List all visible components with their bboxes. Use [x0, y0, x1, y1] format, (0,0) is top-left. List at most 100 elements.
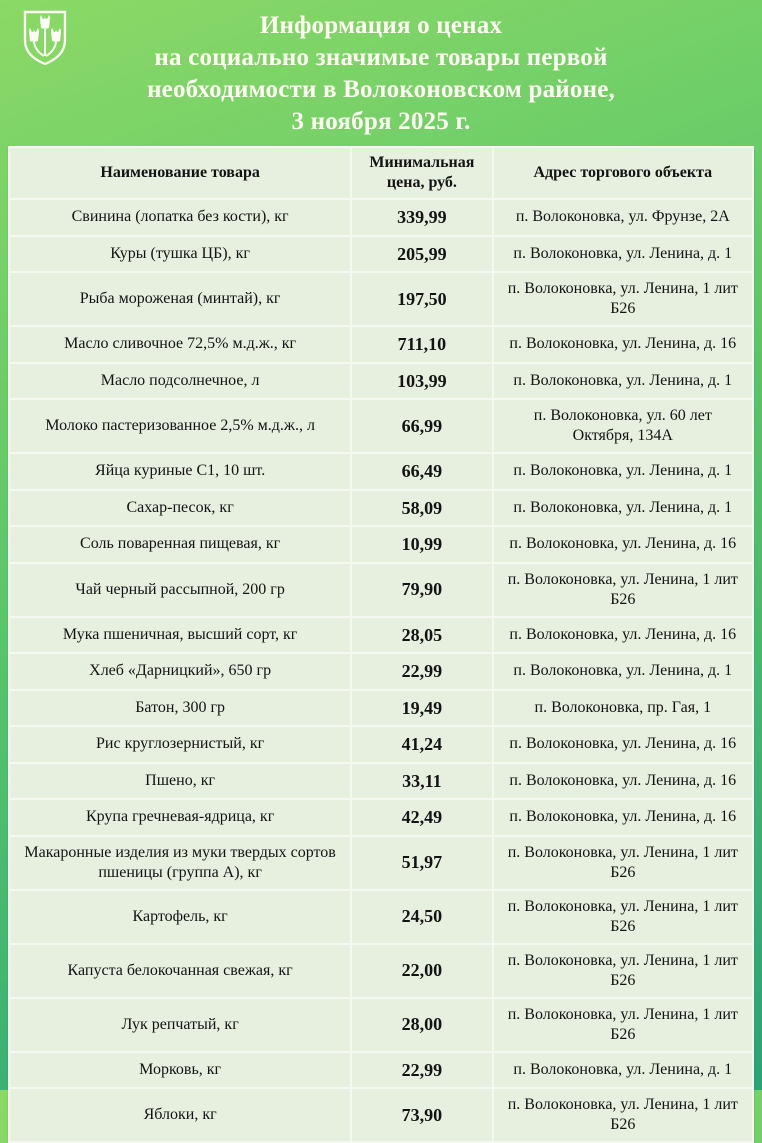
price-cell: 10,99	[350, 525, 494, 564]
address-cell: п. Волоконовка, ул. Ленина, 1 лит Б26	[491, 834, 755, 891]
price-cell: 58,09	[350, 488, 494, 527]
price-cell: 28,05	[350, 615, 494, 654]
page-title: Информация о ценах на социально значимые…	[70, 10, 692, 138]
masthead: Информация о ценах на социально значимые…	[0, 0, 762, 144]
price-cell: 79,90	[350, 561, 494, 618]
product-name-cell: Масло сливочное 72,5% м.д.ж., кг	[7, 325, 353, 364]
table-row: Соль поваренная пищевая, кг 10,99 п. Вол…	[7, 525, 755, 564]
address-cell: п. Волоконовка, ул. Ленина, д. 1	[491, 652, 755, 691]
product-name-cell: Сахар-песок, кг	[7, 488, 353, 527]
price-cell: 73,90	[350, 1087, 494, 1143]
table-row: Пшено, кг 33,11 п. Волоконовка, ул. Лени…	[7, 761, 755, 800]
price-table: Наименование товара Минимальная цена, ру…	[7, 146, 755, 1143]
table-row: Крупа гречневая-ядрица, кг 42,49 п. Воло…	[7, 798, 755, 837]
product-name-cell: Картофель, кг	[7, 888, 353, 945]
price-cell: 33,11	[350, 761, 494, 800]
product-name-cell: Батон, 300 гр	[7, 688, 353, 727]
product-name-cell: Рис круглозернистый, кг	[7, 725, 353, 764]
address-cell: п. Волоконовка, ул. Ленина, д. 16	[491, 798, 755, 837]
address-cell: п. Волоконовка, ул. Ленина, д. 16	[491, 325, 755, 364]
address-cell: п. Волоконовка, ул. Ленина, д. 16	[491, 525, 755, 564]
price-table-body: Свинина (лопатка без кости), кг 339,99 п…	[7, 198, 755, 1143]
table-row: Чай черный рассыпной, 200 гр 79,90 п. Во…	[7, 561, 755, 618]
page-title-line-2: на социально значимые товары первой	[154, 44, 608, 71]
price-cell: 24,50	[350, 888, 494, 945]
price-cell: 51,97	[350, 834, 494, 891]
price-cell: 22,99	[350, 652, 494, 691]
table-row: Куры (тушка ЦБ), кг 205,99 п. Волоконовк…	[7, 234, 755, 273]
address-cell: п. Волоконовка, ул. Ленина, 1 лит Б26	[491, 271, 755, 327]
address-cell: п. Волоконовка, ул. Ленина, 1 лит Б26	[491, 561, 755, 618]
product-name-cell: Яйца куриные С1, 10 шт.	[7, 452, 353, 491]
price-cell: 28,00	[350, 996, 494, 1053]
product-name-cell: Хлеб «Дарницкий», 650 гр	[7, 652, 353, 691]
address-cell: п. Волоконовка, ул. Ленина, д. 16	[491, 615, 755, 654]
three-tulips-shield-icon	[23, 10, 67, 66]
table-header-row: Наименование товара Минимальная цена, ру…	[7, 146, 755, 200]
price-cell: 339,99	[350, 198, 494, 237]
product-name-cell: Соль поваренная пищевая, кг	[7, 525, 353, 564]
address-cell: п. Волоконовка, ул. Ленина, д. 1	[491, 1050, 755, 1089]
address-cell: п. Волоконовка, ул. Ленина, д. 1	[491, 488, 755, 527]
price-table-head: Наименование товара Минимальная цена, ру…	[7, 146, 755, 200]
coat-of-arms-logo	[22, 9, 68, 69]
column-header-product: Наименование товара	[7, 146, 353, 200]
price-cell: 22,00	[350, 942, 494, 999]
product-name-cell: Масло подсолнечное, л	[7, 361, 353, 400]
address-cell: п. Волоконовка, ул. Фрунзе, 2А	[491, 198, 755, 237]
table-row: Хлеб «Дарницкий», 650 гр 22,99 п. Волоко…	[7, 652, 755, 691]
product-name-cell: Рыба мороженая (минтай), кг	[7, 271, 353, 327]
product-name-cell: Чай черный рассыпной, 200 гр	[7, 561, 353, 618]
table-row: Батон, 300 гр 19,49 п. Волоконовка, пр. …	[7, 688, 755, 727]
price-cell: 42,49	[350, 798, 494, 837]
table-row: Масло сливочное 72,5% м.д.ж., кг 711,10 …	[7, 325, 755, 364]
address-cell: п. Волоконовка, ул. Ленина, д. 16	[491, 725, 755, 764]
page-title-line-1: Информация о ценах	[259, 12, 503, 39]
product-name-cell: Макаронные изделия из муки твердых сорто…	[7, 834, 353, 891]
product-name-cell: Куры (тушка ЦБ), кг	[7, 234, 353, 273]
product-name-cell: Лук репчатый, кг	[7, 996, 353, 1053]
address-cell: п. Волоконовка, ул. 60 лет Октября, 134А	[491, 398, 755, 454]
address-cell: п. Волоконовка, ул. Ленина, 1 лит Б26	[491, 1087, 755, 1143]
address-cell: п. Волоконовка, ул. Ленина, 1 лит Б26	[491, 996, 755, 1053]
product-name-cell: Капуста белокочанная свежая, кг	[7, 942, 353, 999]
table-row: Молоко пастеризованное 2,5% м.д.ж., л 66…	[7, 398, 755, 454]
table-row: Лук репчатый, кг 28,00 п. Волоконовка, у…	[7, 996, 755, 1053]
table-row: Мука пшеничная, высший сорт, кг 28,05 п.…	[7, 615, 755, 654]
price-cell: 66,49	[350, 452, 494, 491]
table-row: Яйца куриные С1, 10 шт. 66,49 п. Волокон…	[7, 452, 755, 491]
page-title-line-4: 3 ноября 2025 г.	[291, 108, 471, 135]
product-name-cell: Морковь, кг	[7, 1050, 353, 1089]
column-header-address: Адрес торгового объекта	[491, 146, 755, 200]
address-cell: п. Волоконовка, ул. Ленина, д. 16	[491, 761, 755, 800]
price-cell: 205,99	[350, 234, 494, 273]
product-name-cell: Молоко пастеризованное 2,5% м.д.ж., л	[7, 398, 353, 454]
address-cell: п. Волоконовка, ул. Ленина, д. 1	[491, 234, 755, 273]
table-row: Свинина (лопатка без кости), кг 339,99 п…	[7, 198, 755, 237]
product-name-cell: Пшено, кг	[7, 761, 353, 800]
address-cell: п. Волоконовка, ул. Ленина, д. 1	[491, 452, 755, 491]
table-row: Рыба мороженая (минтай), кг 197,50 п. Во…	[7, 271, 755, 327]
price-cell: 103,99	[350, 361, 494, 400]
table-row: Капуста белокочанная свежая, кг 22,00 п.…	[7, 942, 755, 999]
product-name-cell: Свинина (лопатка без кости), кг	[7, 198, 353, 237]
table-row: Сахар-песок, кг 58,09 п. Волоконовка, ул…	[7, 488, 755, 527]
table-row: Рис круглозернистый, кг 41,24 п. Волокон…	[7, 725, 755, 764]
table-row: Макаронные изделия из муки твердых сорто…	[7, 834, 755, 891]
table-row: Масло подсолнечное, л 103,99 п. Волоконо…	[7, 361, 755, 400]
price-cell: 41,24	[350, 725, 494, 764]
price-cell: 711,10	[350, 325, 494, 364]
table-row: Яблоки, кг 73,90 п. Волоконовка, ул. Лен…	[7, 1087, 755, 1143]
table-row: Картофель, кг 24,50 п. Волоконовка, ул. …	[7, 888, 755, 945]
product-name-cell: Мука пшеничная, высший сорт, кг	[7, 615, 353, 654]
price-cell: 22,99	[350, 1050, 494, 1089]
address-cell: п. Волоконовка, ул. Ленина, д. 1	[491, 361, 755, 400]
table-row: Морковь, кг 22,99 п. Волоконовка, ул. Ле…	[7, 1050, 755, 1089]
address-cell: п. Волоконовка, ул. Ленина, 1 лит Б26	[491, 942, 755, 999]
product-name-cell: Крупа гречневая-ядрица, кг	[7, 798, 353, 837]
address-cell: п. Волоконовка, ул. Ленина, 1 лит Б26	[491, 888, 755, 945]
price-cell: 66,99	[350, 398, 494, 454]
price-cell: 197,50	[350, 271, 494, 327]
price-cell: 19,49	[350, 688, 494, 727]
